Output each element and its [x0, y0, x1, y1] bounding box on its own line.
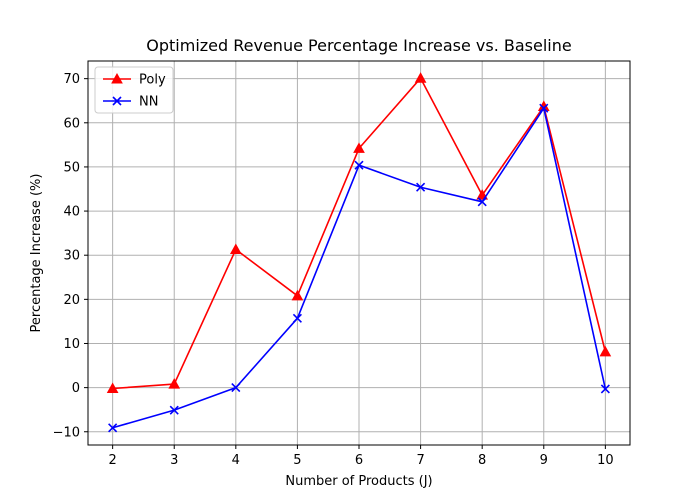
series-layer	[106, 72, 612, 433]
series-nn-point	[416, 182, 426, 192]
series-nn-point	[600, 384, 610, 394]
x-tick-label: 8	[478, 453, 486, 468]
series-nn-point	[354, 160, 364, 170]
x-tick-label: 7	[416, 453, 424, 468]
y-tick-label: 70	[63, 72, 80, 87]
series-nn-point	[292, 313, 302, 323]
x-tick-label: 3	[170, 453, 178, 468]
series-poly-point	[291, 289, 304, 301]
y-tick-label: 50	[63, 160, 80, 175]
series-poly	[106, 72, 612, 394]
legend-poly-label: Poly	[139, 73, 166, 88]
y-tick-label: 20	[63, 293, 80, 308]
legend: Poly NN	[94, 66, 174, 114]
series-poly-point	[414, 72, 427, 83]
legend-item-poly: Poly	[103, 73, 166, 88]
series-poly-point	[599, 345, 612, 357]
x-tick-label: 9	[540, 453, 548, 468]
x-tick-label: 2	[108, 453, 116, 468]
x-tick-label: 10	[597, 453, 614, 468]
series-nn-point	[108, 423, 118, 433]
y-tick-label: 30	[63, 249, 80, 264]
x-tick-label: 4	[232, 453, 240, 468]
chart-title: Optimized Revenue Percentage Increase vs…	[146, 36, 571, 55]
series-nn-point	[169, 405, 179, 415]
series-poly-point	[353, 142, 365, 153]
legend-nn-label: NN	[139, 95, 158, 110]
series-nn-point	[539, 103, 549, 113]
y-tick-label: 0	[72, 381, 80, 396]
series-poly-point	[229, 243, 242, 254]
series-nn-point	[477, 197, 487, 207]
axis-ticks: 2 3 4 5 6 7 8 9 10 −10 0 10 20 30 40 50 60 70	[53, 72, 614, 468]
x-tick-label: 5	[293, 453, 301, 468]
series-nn-point	[231, 383, 241, 393]
legend-nn-marker	[112, 96, 122, 106]
x-tick-label: 6	[355, 453, 363, 468]
series-poly-point	[106, 382, 119, 394]
y-tick-label: −10	[53, 425, 80, 440]
y-tick-label: 40	[63, 205, 80, 220]
series-poly-point	[168, 378, 181, 389]
y-tick-label: 60	[63, 116, 80, 131]
x-axis-title: Number of Products (J)	[285, 474, 432, 489]
legend-poly-marker	[111, 72, 123, 84]
y-axis-title: Percentage Increase (%)	[29, 174, 44, 333]
y-tick-label: 10	[63, 337, 80, 352]
series-nn	[108, 103, 610, 433]
legend-item-nn: NN	[103, 95, 158, 110]
